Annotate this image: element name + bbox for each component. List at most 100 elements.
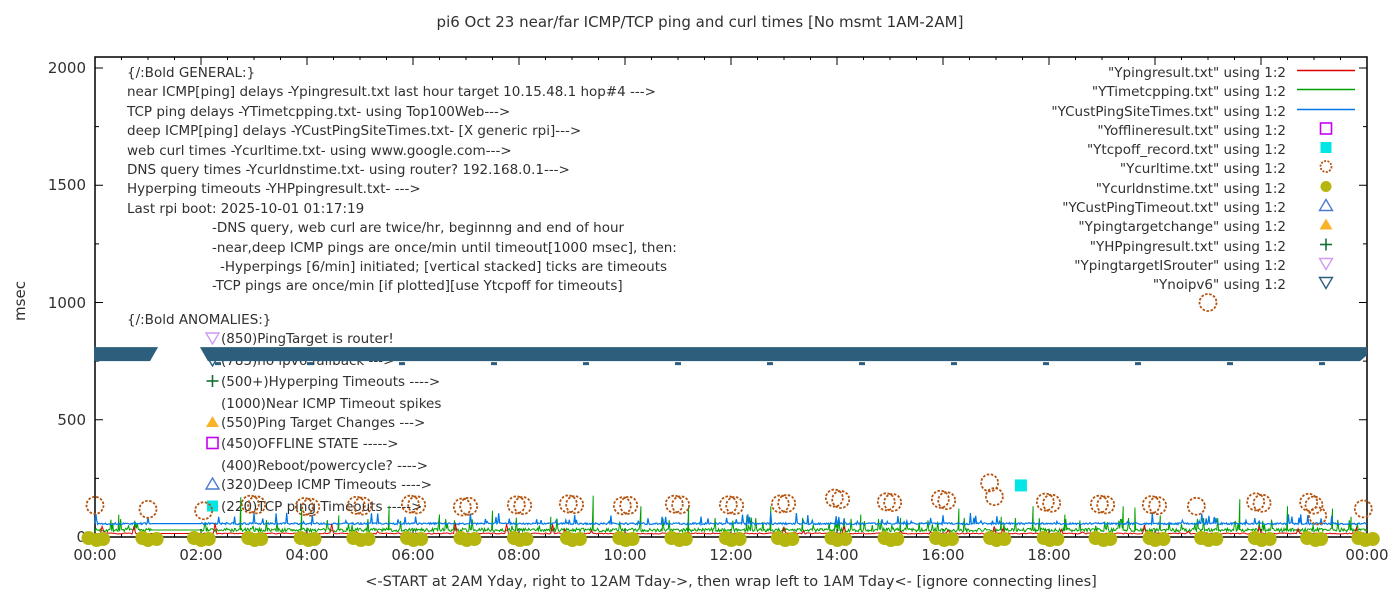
legend-entry: "YHPpingresult.txt" using 1:2 [1051, 238, 1358, 257]
legend-entry-label: "Ytcpoff_record.txt" using 1:2 [1086, 142, 1286, 159]
tri-up-open-icon [204, 476, 221, 490]
legend-entry-sample [1294, 102, 1358, 123]
tri-up-filled-icon [206, 416, 219, 428]
legend-entry-label: "Ypingtargetchange" using 1:2 [1078, 219, 1286, 236]
legend-entry-sample [1294, 82, 1358, 103]
y-axis-label: msec [11, 281, 29, 321]
legend-entry: "Ycurldnstime.txt" using 1:2 [1051, 180, 1358, 199]
anomaly-line: (450)OFFLINE STATE -----> [205, 435, 441, 456]
tri-up-open-icon [204, 476, 221, 497]
legend-entry-label: "Ycurltime.txt" using 1:2 [1119, 161, 1286, 178]
tri-up-filled-icon [205, 415, 221, 435]
legend-entry: "Ytcpoff_record.txt" using 1:2 [1051, 141, 1358, 160]
general-line: web curl times -Ycurltime.txt- using www… [127, 142, 512, 159]
tri-up-open-icon [1318, 198, 1334, 212]
legend-entry-label: "YTimetcpping.txt" using 1:2 [1091, 84, 1286, 101]
legend-entry: "YCustPingSiteTimes.txt" using 1:2 [1051, 103, 1358, 122]
anomaly-text: (500+)Hyperping Timeouts ----> [221, 374, 441, 391]
y-tick-label: 1500 [47, 176, 86, 195]
anomaly-line: (550)Ping Target Changes ---> [205, 414, 441, 435]
general-line: near ICMP[ping] delays -Ypingresult.txt … [127, 84, 656, 101]
legend-entry: "YTimetcpping.txt" using 1:2 [1051, 83, 1358, 102]
x-tick-label: 00:00 [73, 546, 117, 564]
legend-entry-label: "YHPpingresult.txt" using 1:2 [1089, 238, 1286, 255]
legend-entry-sample [1294, 198, 1358, 219]
general-line: Last rpi boot: 2025-10-01 01:17:19 [127, 200, 365, 217]
square-open-icon [206, 437, 219, 450]
general-annotation: {/:Bold GENERAL:} near ICMP[ping] delays … [127, 64, 677, 297]
anomaly-text: (785)no ipv6 fallback ---> [221, 352, 395, 369]
general-line: Hyperping timeouts -YHPpingresult.txt- -… [127, 181, 421, 198]
anomaly-text: (550)Ping Target Changes ---> [221, 415, 426, 432]
anomaly-text: (1000)Near ICMP Timeout spikes [221, 395, 442, 412]
anomaly-text: (400)Reboot/powercycle? ----> [221, 457, 428, 474]
general-line: -near,deep ICMP pings are once/min until… [212, 239, 677, 256]
legend-entry-sample [1294, 63, 1358, 84]
square-filled-icon [207, 500, 218, 512]
tri-down-open-icon [204, 332, 221, 346]
anomaly-text: (850)PingTarget is router! [221, 331, 394, 348]
legend: "Ypingresult.txt" using 1:2 "YTimetcpping… [1051, 64, 1358, 296]
line-icon [1297, 88, 1355, 91]
legend-entry-label: "Yofflineresult.txt" using 1:2 [1097, 122, 1286, 139]
x-tick-label: 16:00 [921, 546, 965, 564]
general-line: {/:Bold GENERAL:} [127, 65, 256, 81]
tri-down-open-icon [204, 331, 221, 351]
general-line: DNS query times -Ycurldnstime.txt- using… [127, 162, 570, 179]
anomaly-line: (400)Reboot/powercycle? ----> [205, 457, 441, 476]
circle-open-icon [1319, 160, 1333, 174]
legend-entry: "YCustPingTimeout.txt" using 1:2 [1051, 198, 1358, 219]
x-tick-label: 14:00 [815, 546, 859, 564]
x-tick-label: 18:00 [1027, 546, 1071, 564]
general-line: -Hyperpings [6/min] initiated; [vertical… [220, 259, 668, 276]
legend-entry-sample [1294, 179, 1358, 200]
tri-down-open-icon [1318, 277, 1334, 291]
chart-title: pi6 Oct 23 near/far ICMP/TCP ping and cu… [436, 13, 964, 31]
legend-entry-sample [1294, 140, 1358, 161]
anomaly-line: (320)Deep ICMP Timeouts ----> [204, 476, 441, 497]
tri-up-filled-icon [1319, 218, 1333, 230]
line-icon [1297, 69, 1355, 72]
square-open-icon [1319, 122, 1333, 135]
x-tick-label: 22:00 [1239, 546, 1283, 564]
anomalies-header: {/:Bold ANOMALIES:} [127, 312, 272, 328]
line-icon [1297, 108, 1355, 110]
square-open-icon [205, 436, 221, 456]
x-tick-label: 04:00 [285, 546, 329, 564]
x-tick-label: 20:00 [1133, 546, 1177, 564]
y-tick-label: 1000 [47, 293, 86, 312]
legend-entry-sample [1294, 121, 1358, 142]
legend-entry: "Ypingresult.txt" using 1:2 [1051, 64, 1358, 83]
general-line: -DNS query, web curl are twice/hr, begin… [212, 220, 625, 237]
x-tick-label: 06:00 [391, 546, 435, 564]
legend-entry-sample [1294, 159, 1358, 180]
y-tick-label: 2000 [47, 59, 86, 77]
anomaly-text: (450)OFFLINE STATE -----> [221, 436, 399, 453]
legend-entry: "Ypingtargetchange" using 1:2 [1051, 218, 1358, 237]
anomaly-line: (500+)Hyperping Timeouts ----> [205, 373, 441, 394]
tri-down-open-icon [204, 353, 221, 373]
x-tick-label: 00:00 [1345, 546, 1389, 564]
anomalies-annotation: {/:Bold ANOMALIES:} (850)PingTarget is ro… [127, 311, 441, 519]
legend-entry: "Ynoipv6" using 1:2 [1051, 276, 1358, 295]
circle-filled-icon [1320, 180, 1332, 192]
legend-entry: "Ycurltime.txt" using 1:2 [1051, 160, 1358, 179]
x-tick-label: 02:00 [179, 546, 223, 564]
legend-entry-label: "YCustPingSiteTimes.txt" using 1:2 [1051, 103, 1286, 120]
square-filled-icon [205, 499, 221, 519]
legend-entry-label: "Ynoipv6" using 1:2 [1152, 277, 1286, 294]
legend-entry: "YpingtargetISrouter" using 1:2 [1051, 257, 1358, 276]
x-axis-label: <-START at 2AM Yday, right to 12AM Tday-… [365, 574, 1097, 590]
legend-entry-label: "Ypingresult.txt" using 1:2 [1108, 65, 1286, 81]
anomaly-text: (220)TCP ping Timeouts -----> [221, 498, 423, 515]
plus-icon [205, 374, 221, 394]
legend-entry-label: "YCustPingTimeout.txt" using 1:2 [1062, 200, 1286, 217]
tri-down-open-icon [204, 354, 221, 368]
general-line: -TCP pings are once/min [if plotted][use… [212, 278, 623, 295]
general-line: deep ICMP[ping] delays -YCustPingSiteTim… [127, 123, 582, 140]
x-tick-label: 10:00 [603, 546, 647, 564]
anomaly-line: (220)TCP ping Timeouts -----> [205, 498, 441, 519]
anomaly-line: (850)PingTarget is router! [204, 330, 441, 351]
legend-entry-sample [1294, 256, 1358, 277]
